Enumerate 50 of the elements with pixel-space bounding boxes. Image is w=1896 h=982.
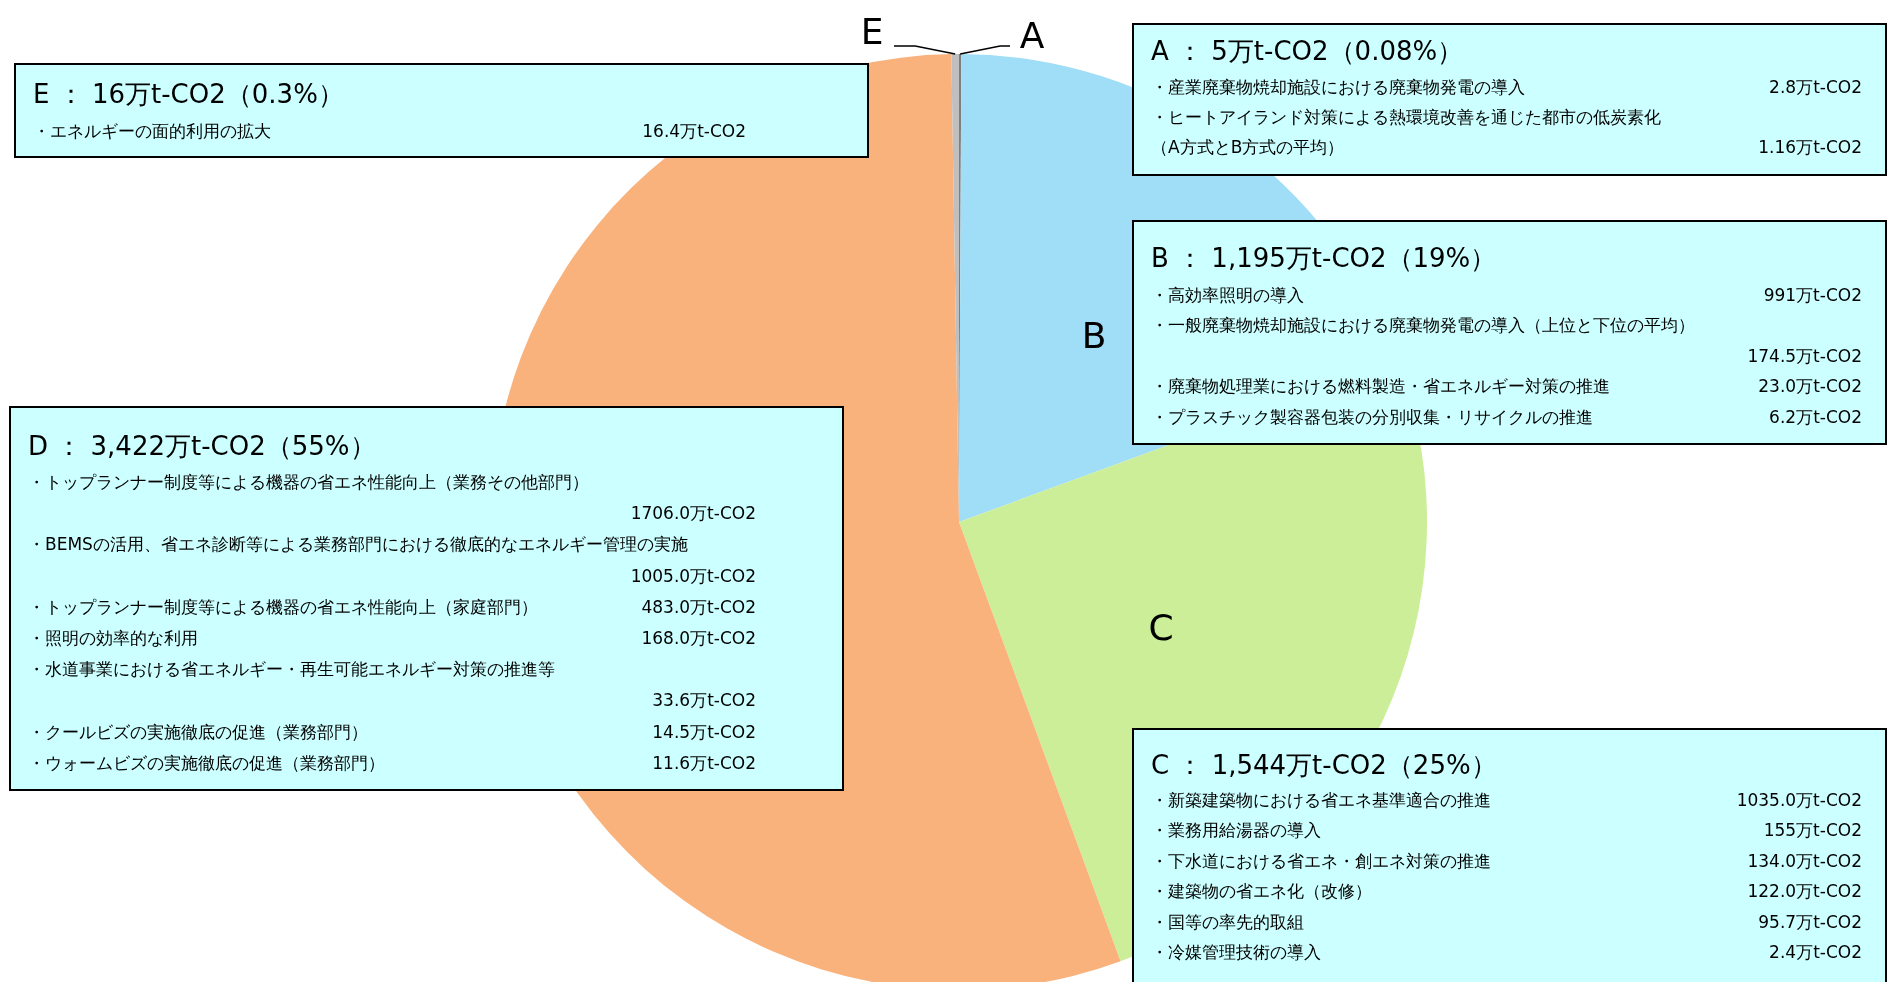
annotation: 1706.0万t-CO2 xyxy=(630,503,756,524)
annotation: 16.4万t-CO2 xyxy=(642,121,746,141)
annotation: D ： 3,422万t-CO2（55%） xyxy=(28,431,376,461)
annotation: 2.8万t-CO2 xyxy=(1769,77,1862,97)
annotation: 33.6万t-CO2 xyxy=(652,690,756,711)
annotation: ・建築物の省エネ化（改修） xyxy=(1151,881,1372,902)
annotation: 155万t-CO2 xyxy=(1763,820,1862,841)
slice-label: B xyxy=(1081,315,1107,356)
annotation: ・一般廃棄物焼却施設における廃棄物発電の導入（上位と下位の平均） xyxy=(1151,315,1695,336)
slice-label: A xyxy=(1019,15,1045,56)
annotation: 11.6万t-CO2 xyxy=(652,752,756,773)
annotation: 134.0万t-CO2 xyxy=(1747,850,1862,871)
slice-label: C xyxy=(1148,607,1174,648)
annotation: 14.5万t-CO2 xyxy=(652,721,756,742)
annotation: ・プラスチック製容器包装の分別収集・リサイクルの推進 xyxy=(1151,406,1593,427)
annotation: ・国等の率先的取組 xyxy=(1151,911,1304,932)
annotation: ・産業廃棄物焼却施設における廃棄物発電の導入 xyxy=(1151,77,1525,97)
annotation: ・新築建築物における省エネ基準適合の推進 xyxy=(1151,790,1491,810)
annotation: ・トップランナー制度等による機器の省エネ性能向上（家庭部門） xyxy=(28,596,538,617)
annotation: （A方式とB方式の平均） xyxy=(1151,137,1345,157)
annotation: ・ヒートアイランド対策による熱環境改善を通じた都市の低炭素化 xyxy=(1151,107,1661,127)
annotation: 6.2万t-CO2 xyxy=(1769,406,1862,427)
annotation: ・クールビズの実施徹底の促進（業務部門） xyxy=(28,721,368,742)
annotation: B ： 1,195万t-CO2（19%） xyxy=(1151,243,1497,273)
annotation: ・廃棄物処理業における燃料製造・省エネルギー対策の推進 xyxy=(1151,376,1610,397)
annotation: 23.0万t-CO2 xyxy=(1758,376,1862,397)
annotation: E ： 16万t-CO2（0.3%） xyxy=(33,79,344,109)
annotation: 122.0万t-CO2 xyxy=(1747,881,1862,902)
annotation: 1005.0万t-CO2 xyxy=(630,565,756,586)
annotation: ・業務用給湯器の導入 xyxy=(1151,820,1321,841)
annotation: ・冷媒管理技術の導入 xyxy=(1151,942,1321,962)
annotation: ・下水道における省エネ・創エネ対策の推進 xyxy=(1151,850,1491,871)
annotation: 1035.0万t-CO2 xyxy=(1736,790,1862,810)
annotation: ・ウォームビズの実施徹底の促進（業務部門） xyxy=(28,752,385,773)
annotation: 1.16万t-CO2 xyxy=(1758,137,1862,157)
annotation: C ： 1,544万t-CO2（25%） xyxy=(1151,750,1497,780)
annotation: ・エネルギーの面的利用の拡大 xyxy=(33,121,271,141)
annotation: ・照明の効率的な利用 xyxy=(28,628,198,648)
annotation: 991万t-CO2 xyxy=(1763,285,1862,305)
slice-label: E xyxy=(860,11,884,52)
annotation: A ： 5万t-CO2（0.08%） xyxy=(1151,36,1464,66)
annotation: 483.0万t-CO2 xyxy=(641,596,756,617)
annotation: 168.0万t-CO2 xyxy=(641,628,756,648)
annotation: 174.5万t-CO2 xyxy=(1747,345,1862,366)
annotation: ・BEMSの活用、省エネ診断等による業務部門における徹底的なエネルギー管理の実施 xyxy=(28,534,688,555)
annotation: ・水道事業における省エネルギー・再生可能エネルギー対策の推進等 xyxy=(28,659,555,680)
annotation: ・トップランナー制度等による機器の省エネ性能向上（業務その他部門） xyxy=(28,472,589,492)
annotation: ・高効率照明の導入 xyxy=(1151,285,1304,305)
annotation: 2.4万t-CO2 xyxy=(1769,942,1862,962)
annotation: 95.7万t-CO2 xyxy=(1758,911,1862,932)
